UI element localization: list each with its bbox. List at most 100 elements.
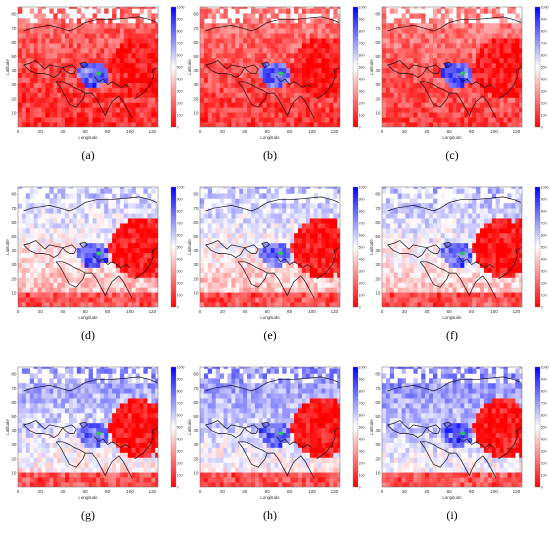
colorbar-tick-label: 900 [541, 17, 547, 21]
y-tick-label: 60 [375, 400, 381, 405]
coastline-lines [23, 196, 158, 299]
colorbar-tick-label: 1000 [359, 365, 367, 369]
x-tick-label: 80 [105, 129, 111, 134]
y-tick-label: 60 [193, 220, 199, 225]
colorbar-tick-label: 1000 [359, 5, 367, 9]
colorbar-tick-label: 400 [359, 77, 365, 81]
y-tick-label: 50 [193, 234, 199, 239]
x-tick-label: 0 [199, 489, 202, 494]
x-tick-label: 20 [402, 309, 408, 314]
y-tick-label: 20 [375, 276, 381, 281]
x-tick-label: 120 [331, 129, 339, 134]
heatmap-svg: 0 20 40 60 80 100 120 10 20 30 40 50 60 70 80 Longitude… [369, 185, 548, 320]
colorbar-tick-label: 100 [359, 473, 365, 477]
colorbar-tick-label: 1000 [541, 5, 549, 9]
y-tick-label: 80 [193, 372, 199, 377]
colorbar-tick-label: 500 [359, 245, 365, 249]
y-tick-label: 40 [375, 428, 381, 433]
x-tick-label: 80 [105, 489, 111, 494]
colorbar-tick-label: 300 [541, 269, 547, 273]
y-tick-label: 10 [375, 290, 381, 295]
colorbar-tick-label: 300 [541, 89, 547, 93]
y-tick-label: 30 [11, 442, 17, 447]
heatmap-cells [382, 367, 522, 487]
heatmap-svg: 0 20 40 60 80 100 120 10 20 30 40 50 60 70 80 Longitude… [5, 365, 184, 500]
plot-frame [17, 366, 159, 488]
colorbar-tick-label: 800 [541, 389, 547, 393]
colorbar-tick-label: 700 [541, 401, 547, 405]
y-tick-label: 30 [375, 82, 381, 87]
y-tick-label: 70 [375, 206, 381, 211]
y-axis-label: Latitude [187, 59, 192, 75]
colorbar-tick-label: 200 [177, 101, 183, 105]
y-axis-label: Latitude [5, 239, 10, 255]
plot-frame [381, 6, 523, 128]
heatmap-cells [200, 187, 340, 307]
y-tick-label: 40 [375, 68, 381, 73]
heatmap-cells [200, 7, 340, 127]
x-tick-label: 120 [149, 489, 157, 494]
y-tick-label: 30 [11, 82, 17, 87]
colorbar-tick-label: 900 [177, 377, 183, 381]
colorbar-tick-label: 100 [541, 113, 547, 117]
coastline-lines [205, 376, 340, 479]
x-tick-label: 120 [513, 129, 521, 134]
colorbar [170, 186, 177, 308]
y-axis-label: Latitude [5, 59, 10, 75]
x-axis-label: Longitude [442, 135, 462, 140]
colorbar-tick-label: 1000 [177, 5, 185, 9]
colorbar-tick-label: 800 [359, 209, 365, 213]
y-tick-label: 40 [193, 428, 199, 433]
panel-caption: (f) [446, 328, 458, 342]
colorbar-tick-label: 0 [359, 305, 361, 309]
y-tick-label: 20 [11, 96, 17, 101]
x-tick-label: 120 [513, 489, 521, 494]
coastline-lines [205, 16, 340, 119]
colorbar-tick-label: 300 [359, 89, 365, 93]
colorbar-tick-label: 500 [359, 425, 365, 429]
y-tick-label: 20 [193, 276, 199, 281]
heatmap-svg: 0 20 40 60 80 100 120 10 20 30 40 50 60 70 80 Longitude… [187, 5, 366, 140]
y-tick-label: 80 [193, 12, 199, 17]
x-axis-label: Longitude [260, 135, 280, 140]
colorbar-tick-label: 500 [177, 425, 183, 429]
colorbar-tick-label: 600 [359, 233, 365, 237]
colorbar-tick-label: 700 [359, 41, 365, 45]
y-tick-label: 70 [11, 386, 17, 391]
x-axis-label: Longitude [260, 495, 280, 500]
x-tick-label: 20 [38, 129, 44, 134]
y-tick-label: 70 [11, 26, 17, 31]
y-tick-label: 80 [11, 192, 17, 197]
map-panel-d: 0 20 40 60 80 100 120 10 20 30 40 50 60 70 80 Longitude… [5, 184, 184, 324]
panel-caption: (b) [263, 148, 277, 162]
x-tick-label: 120 [331, 309, 339, 314]
colorbar-tick-label: 500 [541, 245, 547, 249]
plot-frame [17, 186, 159, 308]
colorbar-tick-label: 300 [177, 89, 183, 93]
colorbar-tick-label: 1000 [359, 185, 367, 189]
x-tick-label: 100 [490, 309, 498, 314]
x-tick-label: 100 [126, 129, 134, 134]
colorbar-tick-label: 0 [359, 125, 361, 129]
colorbar-tick-label: 400 [177, 77, 183, 81]
coastline-lines [387, 196, 522, 299]
y-tick-label: 20 [11, 276, 17, 281]
y-tick-label: 70 [193, 206, 199, 211]
colorbar-tick-label: 800 [177, 389, 183, 393]
colorbar-tick-label: 0 [177, 305, 179, 309]
heatmap-cells [200, 367, 340, 487]
colorbar-tick-label: 700 [177, 41, 183, 45]
x-tick-label: 100 [490, 489, 498, 494]
y-tick-label: 20 [11, 456, 17, 461]
y-axis-label: Latitude [369, 239, 374, 255]
colorbar-tick-label: 400 [541, 77, 547, 81]
y-axis-label: Latitude [369, 59, 374, 75]
map-panel-c: 0 20 40 60 80 100 120 10 20 30 40 50 60 70 80 Longitude… [369, 4, 548, 144]
y-tick-label: 60 [11, 400, 17, 405]
coastline-lines [23, 16, 158, 119]
colorbar-tick-label: 900 [359, 377, 365, 381]
plot-frame [381, 186, 523, 308]
colorbar [170, 6, 177, 128]
colorbar [534, 6, 541, 128]
y-tick-label: 50 [193, 54, 199, 59]
